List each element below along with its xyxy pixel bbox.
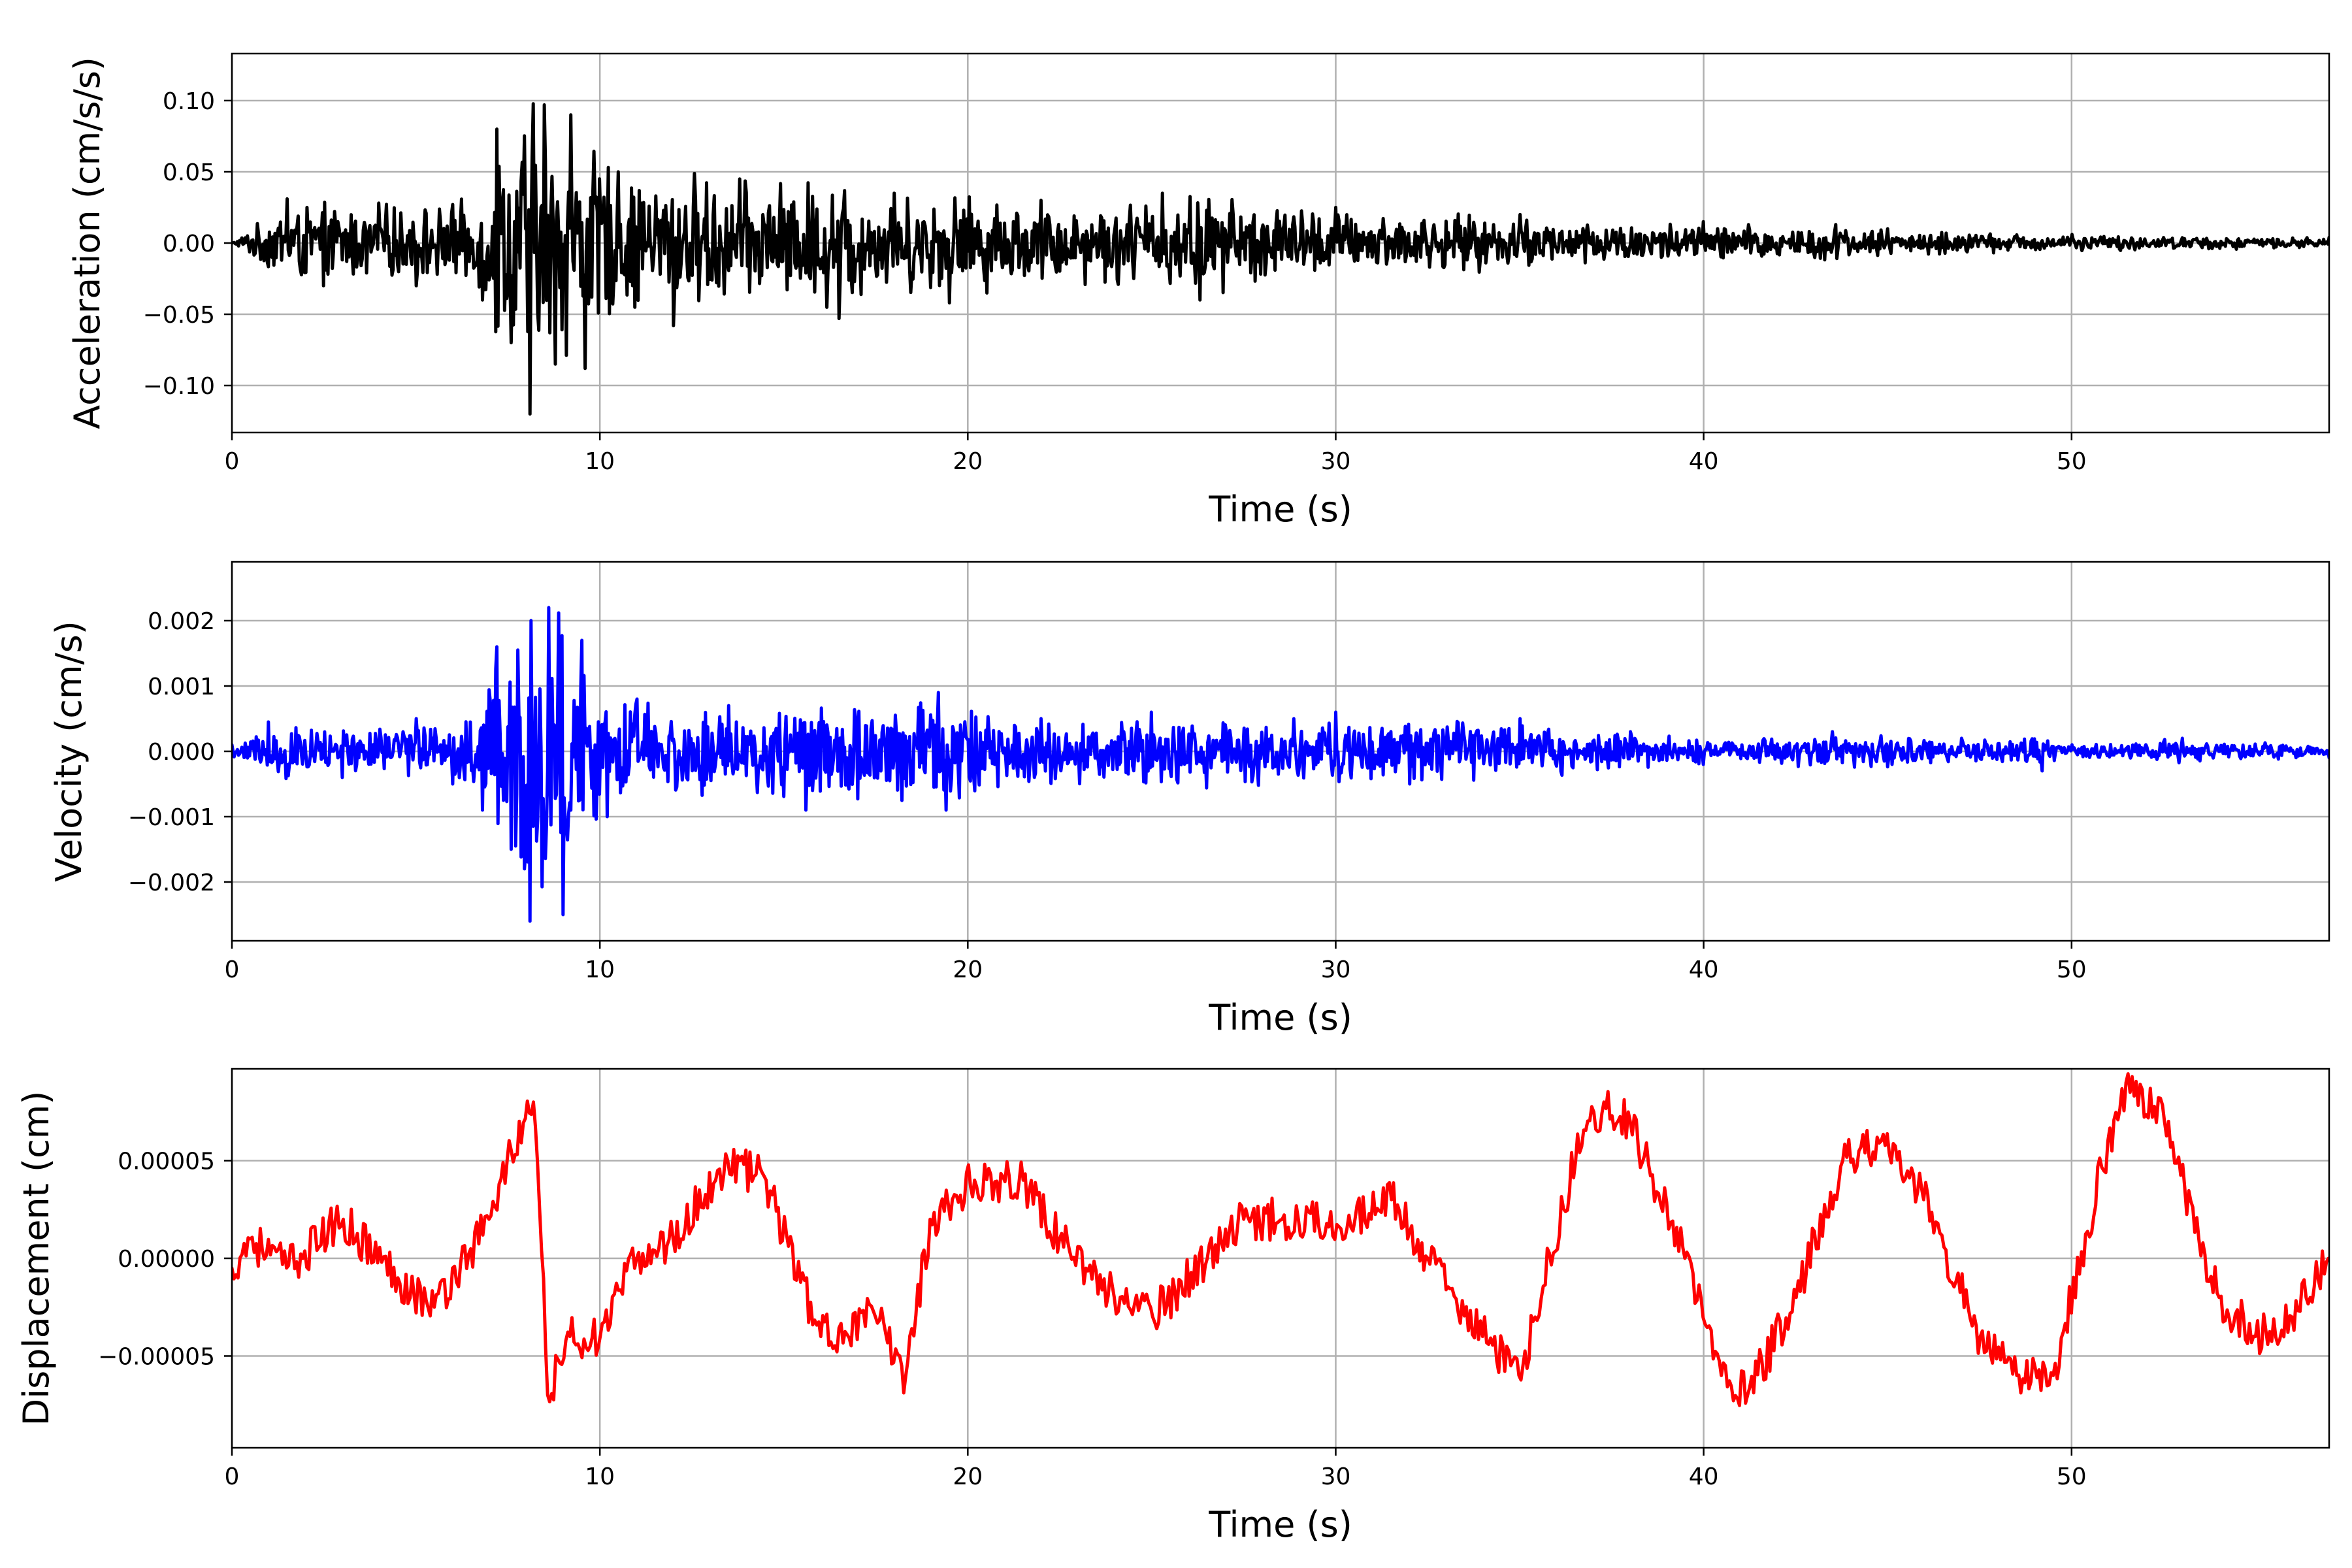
x-tick-label: 30 xyxy=(1321,956,1351,983)
x-tick-label: 40 xyxy=(1689,1463,1719,1490)
y-tick-label: 0.10 xyxy=(163,88,215,115)
x-tick-label: 0 xyxy=(225,1463,240,1490)
series-line xyxy=(232,606,2329,923)
x-tick-label: 0 xyxy=(225,956,240,983)
y-axis-label: Velocity (cm/s) xyxy=(48,621,90,882)
y-axis-label: Acceleration (cm/s/s) xyxy=(67,57,108,429)
series-line xyxy=(232,1072,2329,1407)
y-tick-label: −0.002 xyxy=(128,870,215,896)
x-tick-label: 50 xyxy=(2057,956,2087,983)
x-tick-label: 20 xyxy=(953,1463,983,1490)
x-tick-label: 10 xyxy=(585,448,615,475)
x-axis-label: Time (s) xyxy=(1208,1504,1352,1545)
x-tick-label: 10 xyxy=(585,1463,615,1490)
y-tick-label: 0.05 xyxy=(163,159,215,186)
x-axis-label: Time (s) xyxy=(1208,997,1352,1038)
x-tick-label: 40 xyxy=(1689,448,1719,475)
chart-panel-1: 0 10 20 30 40 50 −0.10 −0.05 0.00 0.05 0.10 Time (s… xyxy=(67,52,2330,530)
y-axis-label: Displacement (cm) xyxy=(16,1091,57,1426)
x-tick-label: 40 xyxy=(1689,956,1719,983)
y-tick-label: 0.00005 xyxy=(118,1149,215,1175)
y-tick-label: −0.00005 xyxy=(98,1343,215,1370)
x-tick-label: 20 xyxy=(953,448,983,475)
y-tick-label: −0.10 xyxy=(143,373,215,400)
series-line xyxy=(232,102,2329,416)
x-tick-label: 0 xyxy=(225,448,240,475)
x-axis-label: Time (s) xyxy=(1208,489,1352,530)
y-tick-label: 0.00 xyxy=(163,231,215,257)
y-tick-label: 0.001 xyxy=(148,674,215,700)
x-tick-label: 10 xyxy=(585,956,615,983)
y-tick-label: −0.05 xyxy=(143,302,215,329)
y-tick-label: −0.001 xyxy=(128,804,215,831)
x-tick-label: 30 xyxy=(1321,448,1351,475)
chart-panel-2: 0 10 20 30 40 50 −0.002 −0.001 0.000 0.001 0.002 Ti… xyxy=(48,561,2330,1038)
y-tick-label: 0.002 xyxy=(148,608,215,635)
y-tick-label: 0.000 xyxy=(148,739,215,766)
x-tick-label: 20 xyxy=(953,956,983,983)
y-tick-label: 0.00000 xyxy=(118,1246,215,1273)
x-tick-label: 50 xyxy=(2057,448,2087,475)
x-tick-label: 30 xyxy=(1321,1463,1351,1490)
x-tick-label: 50 xyxy=(2057,1463,2087,1490)
chart-panel-3: 0 10 20 30 40 50 −0.00005 0.00000 0.00005 Time (s… xyxy=(16,1068,2330,1545)
